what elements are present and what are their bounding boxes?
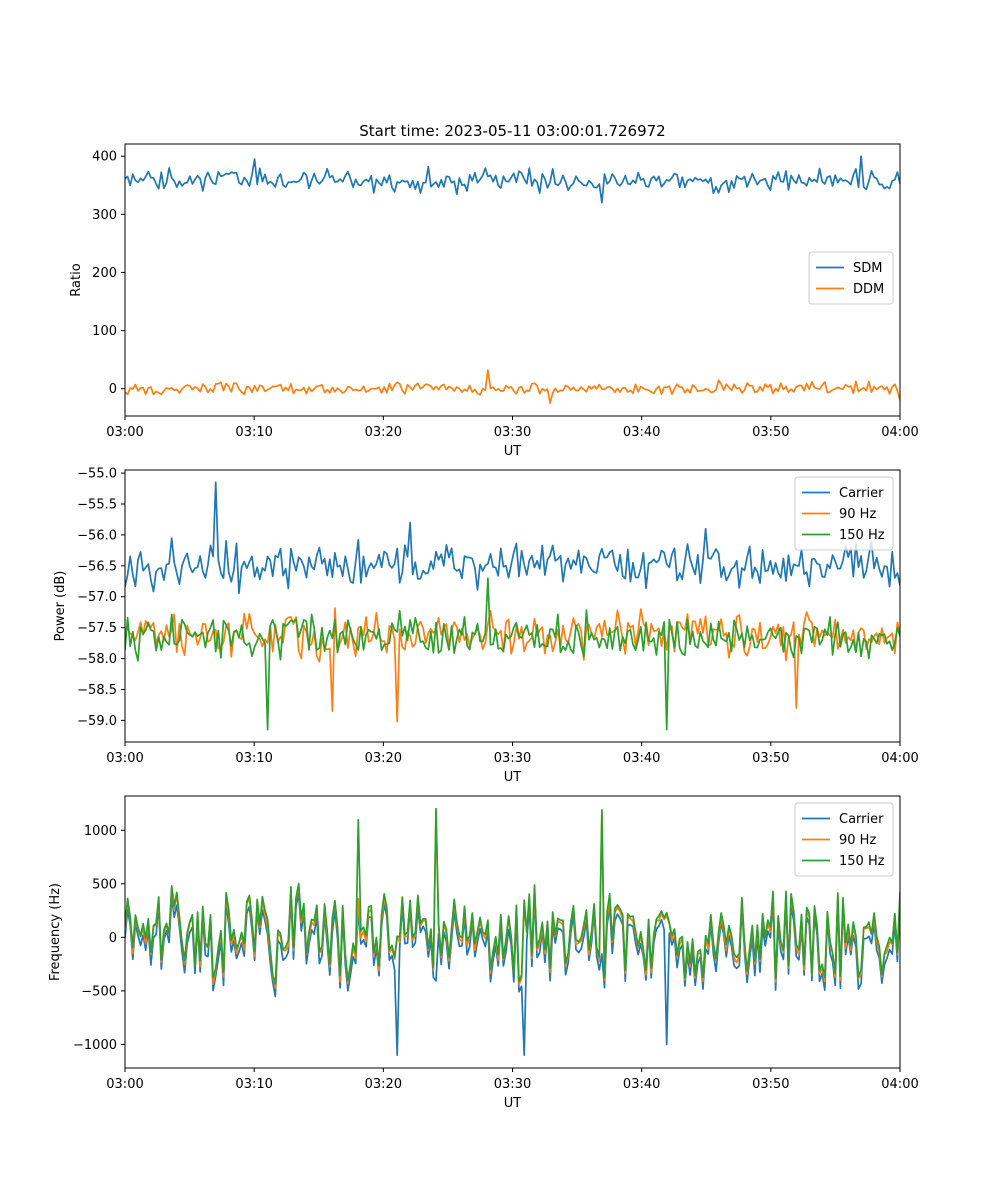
legend-box <box>794 476 894 551</box>
y-tick-label: −500 <box>81 984 117 999</box>
series-line-150-hz <box>125 808 900 986</box>
legend-label: 150 Hz <box>839 854 885 869</box>
series-line-90-hz <box>125 607 900 723</box>
x-axis-label: UT <box>504 444 522 459</box>
figure-title: Start time: 2023-05-11 03:00:01.726972 <box>359 122 665 140</box>
y-tick-label: 0 <box>109 931 117 946</box>
axes-frame <box>124 469 901 743</box>
y-tick-label: −55.0 <box>77 467 117 482</box>
y-axis-label: Power (dB) <box>53 571 68 642</box>
legend-box <box>794 802 894 877</box>
x-tick-label: 03:10 <box>235 751 272 766</box>
series-group <box>125 808 900 1056</box>
x-tick-label: 03:10 <box>235 1077 272 1092</box>
y-tick-label: −59.0 <box>77 714 117 729</box>
legend-label: 90 Hz <box>839 507 876 522</box>
x-tick-label: 03:50 <box>752 751 789 766</box>
y-tick-label: −55.5 <box>77 498 117 513</box>
x-tick-label: 03:20 <box>365 1077 402 1092</box>
y-tick-label: 1000 <box>84 824 117 839</box>
legend-label: 150 Hz <box>839 528 885 543</box>
x-tick-label: 03:30 <box>494 425 531 440</box>
x-tick-label: 03:30 <box>494 1077 531 1092</box>
x-tick-label: 03:20 <box>365 751 402 766</box>
x-axis-label: UT <box>504 770 522 785</box>
y-tick-label: −56.5 <box>77 559 117 574</box>
y-tick-label: 400 <box>92 150 117 165</box>
y-tick-label: 200 <box>92 266 117 281</box>
x-tick-label: 03:30 <box>494 751 531 766</box>
series-group <box>125 155 900 405</box>
x-tick-label: 03:10 <box>235 425 272 440</box>
legend-box <box>808 251 894 305</box>
legend-label: SDM <box>853 261 882 276</box>
y-axis-label: Ratio <box>69 263 84 296</box>
legend-label: Carrier <box>839 812 884 827</box>
x-tick-label: 03:20 <box>365 425 402 440</box>
series-line-carrier <box>125 481 900 595</box>
x-tick-label: 04:00 <box>881 1077 918 1092</box>
y-tick-label: −57.0 <box>77 590 117 605</box>
legend-label: Carrier <box>839 486 884 501</box>
legend-label: 90 Hz <box>839 833 876 848</box>
subplot-2: 03:00 03:10 03:20 03:30 03:40 03:50 04:00 −55.0… <box>53 467 919 785</box>
x-tick-label: 03:40 <box>623 425 660 440</box>
legend: Carrier 90 Hz 150 Hz <box>794 802 894 877</box>
x-tick-label: 03:40 <box>623 1077 660 1092</box>
series-line-150-hz <box>125 577 900 731</box>
x-tick-label: 03:00 <box>106 425 143 440</box>
legend: Carrier 90 Hz 150 Hz <box>794 476 894 551</box>
x-tick-label: 04:00 <box>881 751 918 766</box>
series-line-carrier <box>125 892 900 1056</box>
x-tick-label: 03:00 <box>106 1077 143 1092</box>
y-tick-label: −58.5 <box>77 683 117 698</box>
y-tick-label: 300 <box>92 208 117 223</box>
y-tick-label: −1000 <box>73 1038 117 1053</box>
x-axis-label: UT <box>504 1096 522 1111</box>
y-tick-label: −57.5 <box>77 621 117 636</box>
subplots: 03:00 03:10 03:20 03:30 03:40 03:50 04:00 0 100 2… <box>48 143 919 1111</box>
y-tick-label: 0 <box>109 382 117 397</box>
x-tick-label: 03:00 <box>106 751 143 766</box>
y-tick-label: 500 <box>92 877 117 892</box>
y-tick-label: −58.0 <box>77 652 117 667</box>
x-tick-label: 03:50 <box>752 1077 789 1092</box>
subplot-1: 03:00 03:10 03:20 03:30 03:40 03:50 04:00 0 100 2… <box>69 143 919 459</box>
legend-label: DDM <box>853 282 884 297</box>
x-tick-label: 04:00 <box>881 425 918 440</box>
y-tick-label: 100 <box>92 324 117 339</box>
legend: SDM DDM <box>808 251 894 305</box>
subplot-3: 03:00 03:10 03:20 03:30 03:40 03:50 04:00 −1000… <box>48 795 919 1111</box>
x-tick-label: 03:50 <box>752 425 789 440</box>
y-axis-label: Frequency (Hz) <box>48 883 63 981</box>
series-line-sdm <box>125 155 900 204</box>
y-tick-label: −56.0 <box>77 528 117 543</box>
series-line-ddm <box>125 369 900 405</box>
series-group <box>125 481 900 731</box>
x-tick-label: 03:40 <box>623 751 660 766</box>
